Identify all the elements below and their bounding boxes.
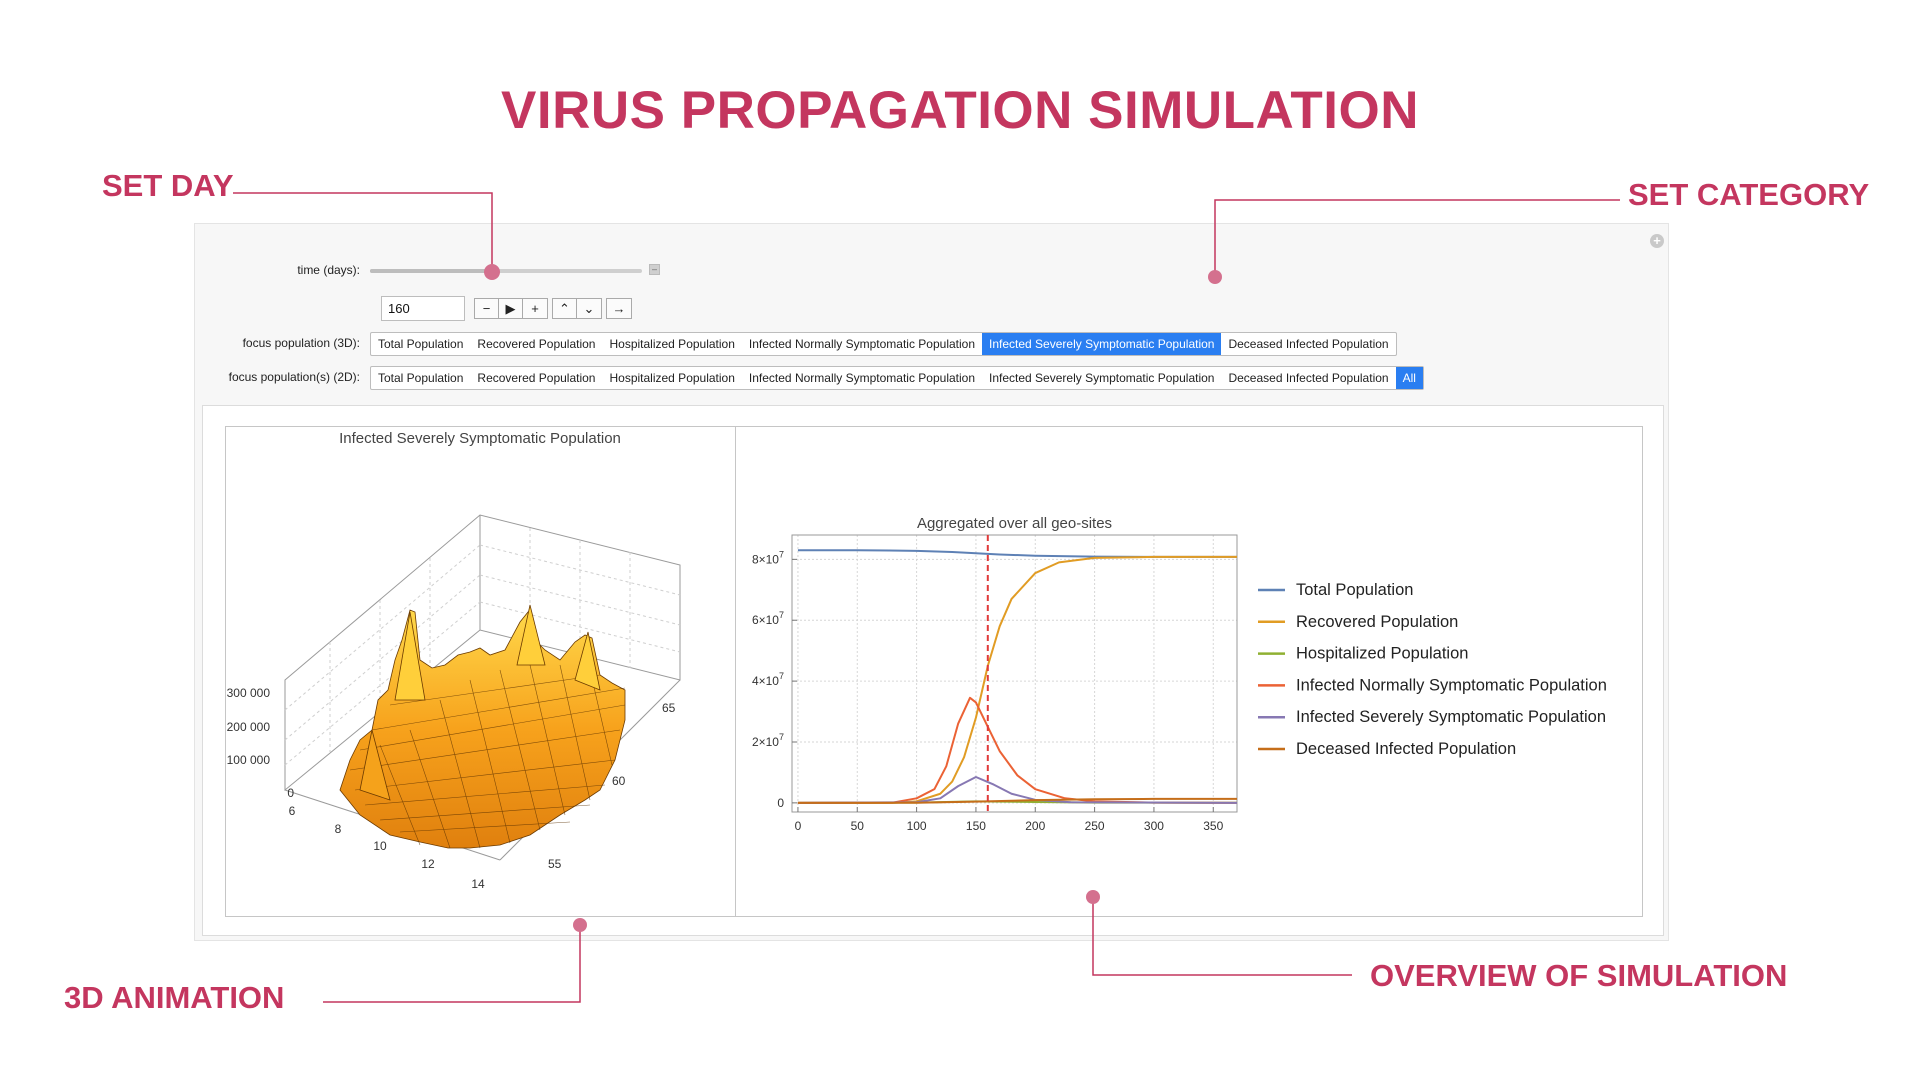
plot3d-z-tick-label: 100 000: [227, 753, 271, 767]
plot3d-peak: [574, 631, 601, 691]
plot2d-x-tick-label: 50: [851, 819, 865, 833]
focus-3d-option[interactable]: Deceased Infected Population: [1228, 337, 1389, 351]
plot2d-frame: [791, 534, 1238, 813]
plot2d-legend-label: Total Population: [1296, 581, 1413, 599]
plot3d-peak: [394, 611, 426, 701]
callout-overview: OVERVIEW OF SIMULATION: [1370, 958, 1788, 993]
focus-2d-option[interactable]: All: [1395, 367, 1423, 389]
plot3d-x-tick-label: 6: [289, 804, 296, 818]
plot2d-legend-label: Hospitalized Population: [1296, 645, 1468, 663]
plot3d-x-tick-label: 12: [421, 857, 435, 871]
plot2d-title: Aggregated over all geo-sites: [917, 515, 1112, 532]
minus-icon[interactable]: −: [475, 299, 499, 318]
step-button-group: − ▶ +: [474, 298, 548, 319]
plot3d-y-tick-label: 65: [662, 701, 676, 715]
callout-set-category: SET CATEGORY: [1628, 177, 1870, 212]
plot2d-x-tick-label: 250: [1085, 819, 1105, 833]
faster-icon[interactable]: ⌃: [553, 299, 577, 318]
focus-2d-option[interactable]: Total Population: [378, 371, 464, 385]
play-icon[interactable]: ▶: [499, 299, 523, 318]
plot3d-z-tick-label: 200 000: [227, 720, 271, 734]
plot3d-z-tick-label: 300 000: [227, 686, 271, 700]
plot3d-title: Infected Severely Symptomatic Population: [339, 430, 621, 447]
plot3d-peak: [359, 729, 391, 801]
focus-2d-label: focus population(s) (2D):: [228, 370, 360, 384]
plot2d-series-line: [797, 549, 1237, 558]
plot2d-y-tick-label: 4×107: [752, 671, 784, 688]
plot3d-x-tick-label: 8: [335, 822, 342, 836]
focus-3d-label: focus population (3D):: [242, 336, 360, 350]
focus-2d-option[interactable]: Deceased Infected Population: [1228, 371, 1389, 385]
focus-3d-option[interactable]: Infected Severely Symptomatic Population: [982, 333, 1222, 355]
plot2d-series-line: [797, 775, 1238, 804]
direction-icon[interactable]: →: [612, 301, 626, 316]
focus-3d-option[interactable]: Total Population: [378, 337, 464, 351]
page-title: VIRUS PROPAGATION SIMULATION: [501, 81, 1419, 140]
plot2d-x-tick-label: 150: [966, 819, 986, 833]
plot2d-legend-label: Infected Severely Symptomatic Population: [1296, 708, 1606, 726]
plot2d-y-tick-label: 6×107: [752, 610, 784, 627]
plot2d-x-tick-label: 350: [1203, 819, 1223, 833]
time-input[interactable]: 160: [381, 296, 465, 321]
plot3d-peak: [516, 604, 546, 666]
callout-3d-animation: 3D ANIMATION: [64, 980, 285, 1015]
focus-3d-option[interactable]: Hospitalized Population: [609, 337, 735, 351]
slower-icon[interactable]: ⌄: [583, 300, 595, 316]
plot3d-grid: [284, 528, 681, 766]
panel-options-icon[interactable]: +: [1650, 234, 1664, 248]
slider-expand-icon[interactable]: –: [649, 264, 660, 275]
plot2d-x-tick-label: 0: [795, 819, 802, 833]
plot2d-y-tick-label: 8×107: [752, 549, 784, 566]
plot3d-x-tick-label: 14: [471, 877, 485, 891]
plot2d-x-tick-label: 100: [907, 819, 927, 833]
plot3d-y-tick-label: 55: [548, 857, 562, 871]
plot2d-series-line: [797, 555, 1237, 804]
focus-3d-option[interactable]: Infected Normally Symptomatic Population: [748, 337, 976, 351]
focus-3d-setter-bar: Total Population Recovered Population Hosp…: [370, 332, 1397, 356]
plot2d-series-line: [797, 696, 1238, 804]
focus-2d-option[interactable]: Infected Normally Symptomatic Population: [748, 371, 976, 385]
callout-set-day: SET DAY: [102, 168, 234, 203]
plot3d-z-tick-label: 0: [287, 786, 294, 800]
plot2d-x-tick-label: 200: [1025, 819, 1045, 833]
plot3d-x-tick-label: 10: [373, 839, 387, 853]
focus-3d-option[interactable]: Recovered Population: [477, 337, 596, 351]
plot2d-legend-label: Infected Normally Symptomatic Population: [1296, 676, 1607, 694]
plot-divider: [735, 426, 736, 917]
plus-icon[interactable]: +: [531, 301, 539, 316]
plot2d-legend-label: Recovered Population: [1296, 613, 1458, 631]
direction-button-group: →: [606, 298, 632, 319]
focus-2d-setter-bar: Total Population Recovered Population Hosp…: [370, 366, 1424, 390]
focus-2d-option[interactable]: Infected Severely Symptomatic Population: [989, 371, 1215, 385]
plot2d-y-tick-label: 2×107: [752, 732, 784, 749]
plot2d-x-tick-label: 300: [1144, 819, 1164, 833]
plot2d-y-tick-label: 0: [777, 796, 784, 810]
plot3d-y-tick-label: 60: [612, 774, 626, 788]
focus-2d-option[interactable]: Hospitalized Population: [609, 371, 735, 385]
plot2d-series-line: [797, 797, 1237, 804]
speed-button-group: ⌃ ⌄: [552, 298, 602, 319]
plot2d-legend-label: Deceased Infected Population: [1296, 740, 1516, 758]
focus-2d-option[interactable]: Recovered Population: [477, 371, 596, 385]
